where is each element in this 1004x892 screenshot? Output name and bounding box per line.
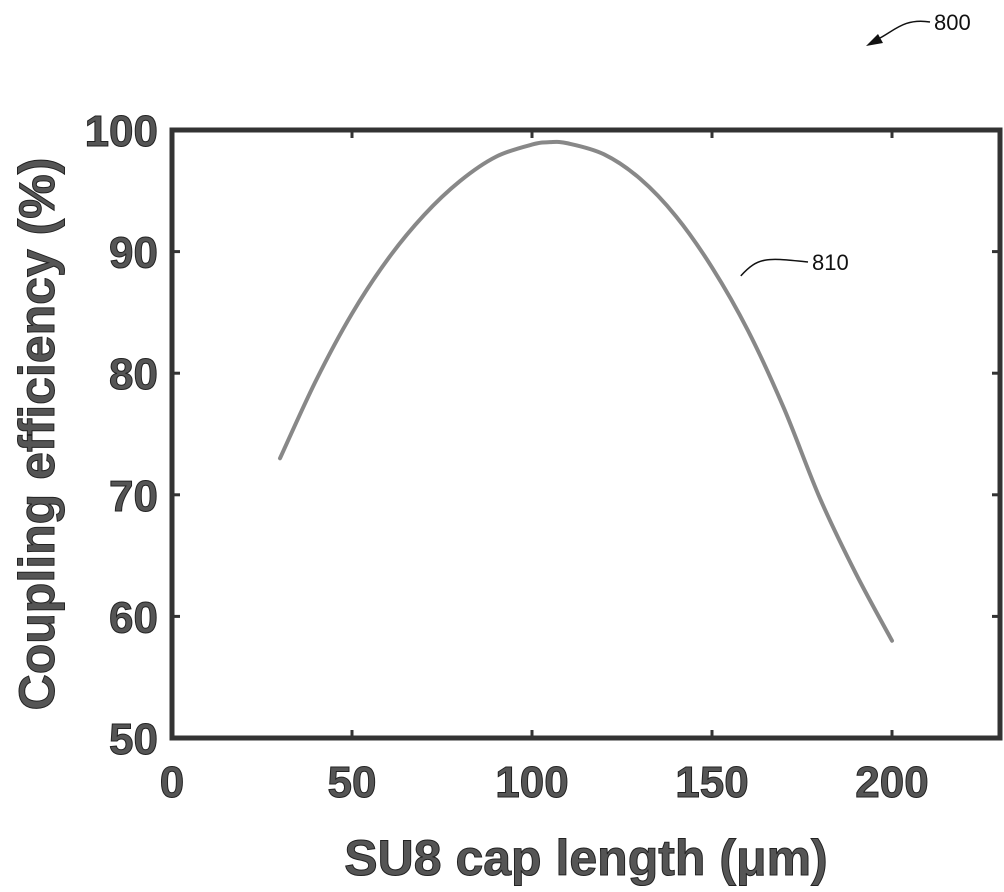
x-tick-label-100: 100 [495,758,568,807]
plot-frame [169,127,1003,741]
axis-ticks [170,128,1000,740]
series-line [278,139,894,643]
curve-annotation: 810 [740,250,849,277]
figure-reference: 800 [866,10,971,46]
x-tick-label-200: 200 [855,758,928,807]
figure-reference-arrow [879,20,931,39]
curve-annotation-label: 810 [812,250,849,275]
figure-reference-number: 800 [934,10,971,35]
x-tick-label-0: 0 [160,758,184,807]
y-axis-title: Coupling efficiency (%) [9,158,65,711]
x-tick-label-50: 50 [328,758,377,807]
y-tick-label-50: 50 [109,715,158,764]
y-tick-label-90: 90 [109,229,158,278]
y-tick-label-60: 60 [109,593,158,642]
y-tick-label-100: 100 [85,107,158,156]
y-tick-label-80: 80 [109,350,158,399]
curve-annotation-leader [740,258,809,277]
x-tick-label-150: 150 [675,758,748,807]
y-tick-label-70: 70 [109,472,158,521]
x-axis-title: SU8 cap length (μm) [344,830,827,886]
figure-reference-arrowhead [866,34,883,46]
